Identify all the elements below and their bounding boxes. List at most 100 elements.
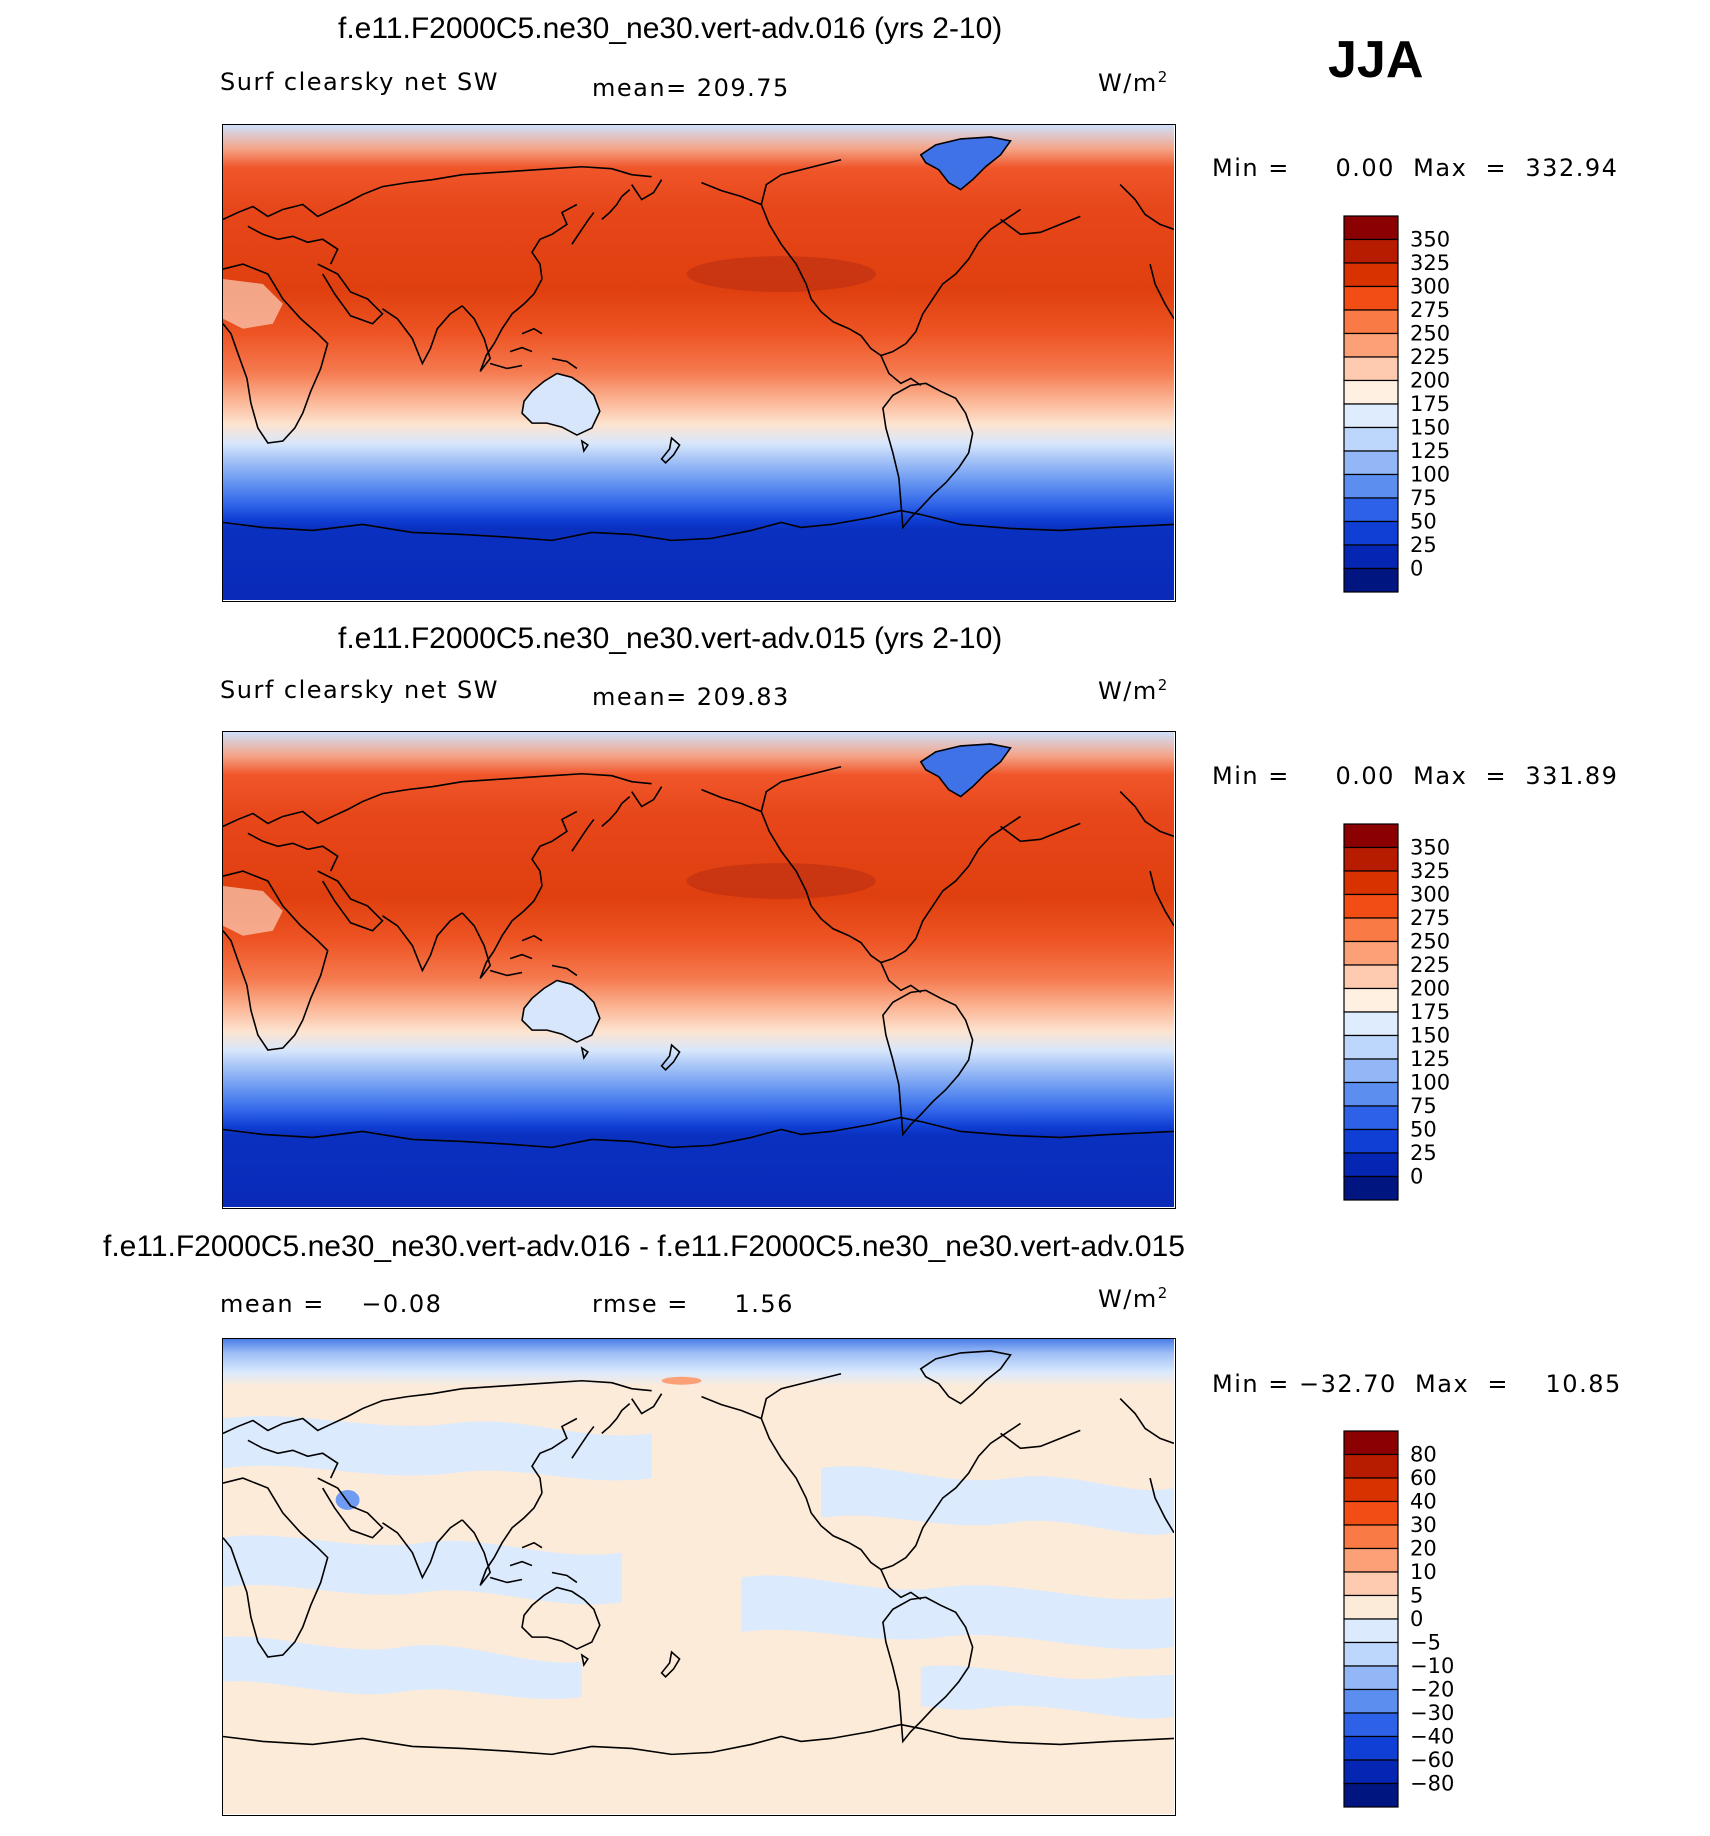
panel2-mean: mean= 209.83 — [592, 683, 790, 711]
colorbar-tick-label: 25 — [1410, 533, 1437, 557]
colorbar-tick-label: 0 — [1410, 1165, 1423, 1189]
colorbar-swatch — [1343, 1688, 1399, 1714]
panel3-colorbar: 80 60 40 30 20 10 5 0 −5 −10 −20 −30 −40 −60 −80 — [1343, 1430, 1504, 1808]
panel1-title: f.e11.F2000C5.ne30_ne30.vert-adv.016 (yr… — [338, 12, 1003, 45]
colorbar-swatch — [1343, 379, 1399, 405]
colorbar-tick-label: 20 — [1410, 1537, 1437, 1561]
colorbar-tick-label: 50 — [1410, 510, 1437, 534]
colorbar-swatch — [1343, 403, 1399, 429]
colorbar-tick-label: −30 — [1410, 1701, 1454, 1725]
colorbar-tick-label: 60 — [1410, 1466, 1437, 1490]
colorbar-swatch — [1343, 1665, 1399, 1691]
colorbar-tick-label: 80 — [1410, 1443, 1437, 1467]
panel2-colorbar: 350 325 300 275 250 225 200 175 150 125 100 75 50 25 0 — [1343, 823, 1504, 1201]
colorbar-tick-label: 350 — [1410, 836, 1450, 860]
colorbar-swatch — [1343, 285, 1399, 311]
colorbar-swatch — [1343, 1058, 1399, 1084]
colorbar-swatch — [1343, 1453, 1399, 1479]
colorbar-swatch — [1343, 1430, 1399, 1456]
panel1-range: Min = 0.00 Max = 332.94 — [1212, 154, 1619, 182]
colorbar-tick-label: 200 — [1410, 369, 1450, 393]
colorbar-tick-label: 100 — [1410, 463, 1450, 487]
panel2-title: f.e11.F2000C5.ne30_ne30.vert-adv.015 (yr… — [338, 622, 1003, 655]
colorbar-swatch — [1343, 1524, 1399, 1550]
colorbar-tick-label: −60 — [1410, 1748, 1454, 1772]
panel3-map — [222, 1338, 1176, 1816]
colorbar-tick-label: 325 — [1410, 859, 1450, 883]
colorbar-tick-label: 30 — [1410, 1513, 1437, 1537]
colorbar-swatch — [1343, 1571, 1399, 1597]
colorbar-tick-label: 125 — [1410, 1047, 1450, 1071]
colorbar-swatch — [1343, 870, 1399, 896]
colorbar-tick-label: 150 — [1410, 1024, 1450, 1048]
panel1-variable: Surf clearsky net SW — [220, 68, 499, 96]
colorbar-swatch — [1343, 1152, 1399, 1178]
colorbar-swatch — [1343, 567, 1399, 593]
colorbar-tick-label: 300 — [1410, 883, 1450, 907]
colorbar-swatch — [1343, 215, 1399, 241]
colorbar-swatch — [1343, 497, 1399, 523]
colorbar-swatch — [1343, 1759, 1399, 1785]
panel2-field — [223, 732, 1174, 1207]
colorbar-swatch — [1343, 356, 1399, 382]
colorbar-swatch — [1343, 520, 1399, 546]
colorbar-tick-label: 0 — [1410, 1607, 1423, 1631]
panel3-units: W/m2 — [1098, 1284, 1169, 1313]
colorbar-swatch — [1343, 473, 1399, 499]
colorbar-swatch — [1343, 1175, 1399, 1201]
colorbar-tick-label: 125 — [1410, 439, 1450, 463]
colorbar-swatch — [1343, 238, 1399, 264]
colorbar-tick-label: 300 — [1410, 275, 1450, 299]
colorbar-tick-label: 175 — [1410, 1000, 1450, 1024]
panel2-range: Min = 0.00 Max = 331.89 — [1212, 762, 1619, 790]
colorbar-swatch — [1343, 1477, 1399, 1503]
colorbar-swatch — [1343, 940, 1399, 966]
panel2-variable: Surf clearsky net SW — [220, 676, 499, 704]
colorbar-tick-label: −40 — [1410, 1725, 1454, 1749]
panel3-rmse: rmse = 1.56 — [592, 1290, 794, 1318]
colorbar-swatch — [1343, 1735, 1399, 1761]
colorbar-tick-label: 100 — [1410, 1071, 1450, 1095]
colorbar-swatch — [1343, 964, 1399, 990]
colorbar-swatch — [1343, 332, 1399, 358]
colorbar-swatch — [1343, 1594, 1399, 1620]
colorbar-swatch — [1343, 1712, 1399, 1738]
panel1-units: W/m2 — [1098, 68, 1169, 97]
colorbar-tick-label: 0 — [1410, 557, 1423, 581]
panel3-range: Min = −32.70 Max = 10.85 — [1212, 1370, 1622, 1398]
colorbar-tick-label: 250 — [1410, 930, 1450, 954]
colorbar-swatch — [1343, 1128, 1399, 1154]
colorbar-tick-label: 75 — [1410, 486, 1437, 510]
colorbar-tick-label: 175 — [1410, 392, 1450, 416]
colorbar-tick-label: −20 — [1410, 1678, 1454, 1702]
colorbar-tick-label: 50 — [1410, 1118, 1437, 1142]
panel1-map — [222, 124, 1176, 602]
colorbar-swatch — [1343, 1011, 1399, 1037]
colorbar-tick-label: 325 — [1410, 251, 1450, 275]
season-label: JJA — [1328, 31, 1424, 89]
colorbar-swatch — [1343, 1547, 1399, 1573]
colorbar-tick-label: 5 — [1410, 1584, 1423, 1608]
colorbar-tick-label: 250 — [1410, 322, 1450, 346]
colorbar-swatch — [1343, 1641, 1399, 1667]
colorbar-tick-label: 150 — [1410, 416, 1450, 440]
colorbar-tick-label: −80 — [1410, 1772, 1454, 1796]
colorbar-tick-label: −5 — [1410, 1631, 1441, 1655]
colorbar-swatch — [1343, 426, 1399, 452]
colorbar-tick-label: 25 — [1410, 1141, 1437, 1165]
panel3-mean: mean = −0.08 — [220, 1290, 443, 1318]
colorbar-tick-label: 75 — [1410, 1094, 1437, 1118]
colorbar-swatch — [1343, 1618, 1399, 1644]
colorbar-swatch — [1343, 893, 1399, 919]
colorbar-tick-label: 40 — [1410, 1490, 1437, 1514]
colorbar-swatch — [1343, 823, 1399, 849]
panel1-field — [223, 125, 1174, 600]
panel2-map — [222, 731, 1176, 1209]
colorbar-swatch — [1343, 262, 1399, 288]
colorbar-tick-label: 275 — [1410, 298, 1450, 322]
panel1-colorbar: 350 325 300 275 250 225 200 175 150 125 100 75 50 25 0 — [1343, 215, 1504, 593]
colorbar-swatch — [1343, 1500, 1399, 1526]
panel3-title: f.e11.F2000C5.ne30_ne30.vert-adv.016 - f… — [103, 1230, 1185, 1263]
colorbar-swatch — [1343, 309, 1399, 335]
colorbar-swatch — [1343, 450, 1399, 476]
